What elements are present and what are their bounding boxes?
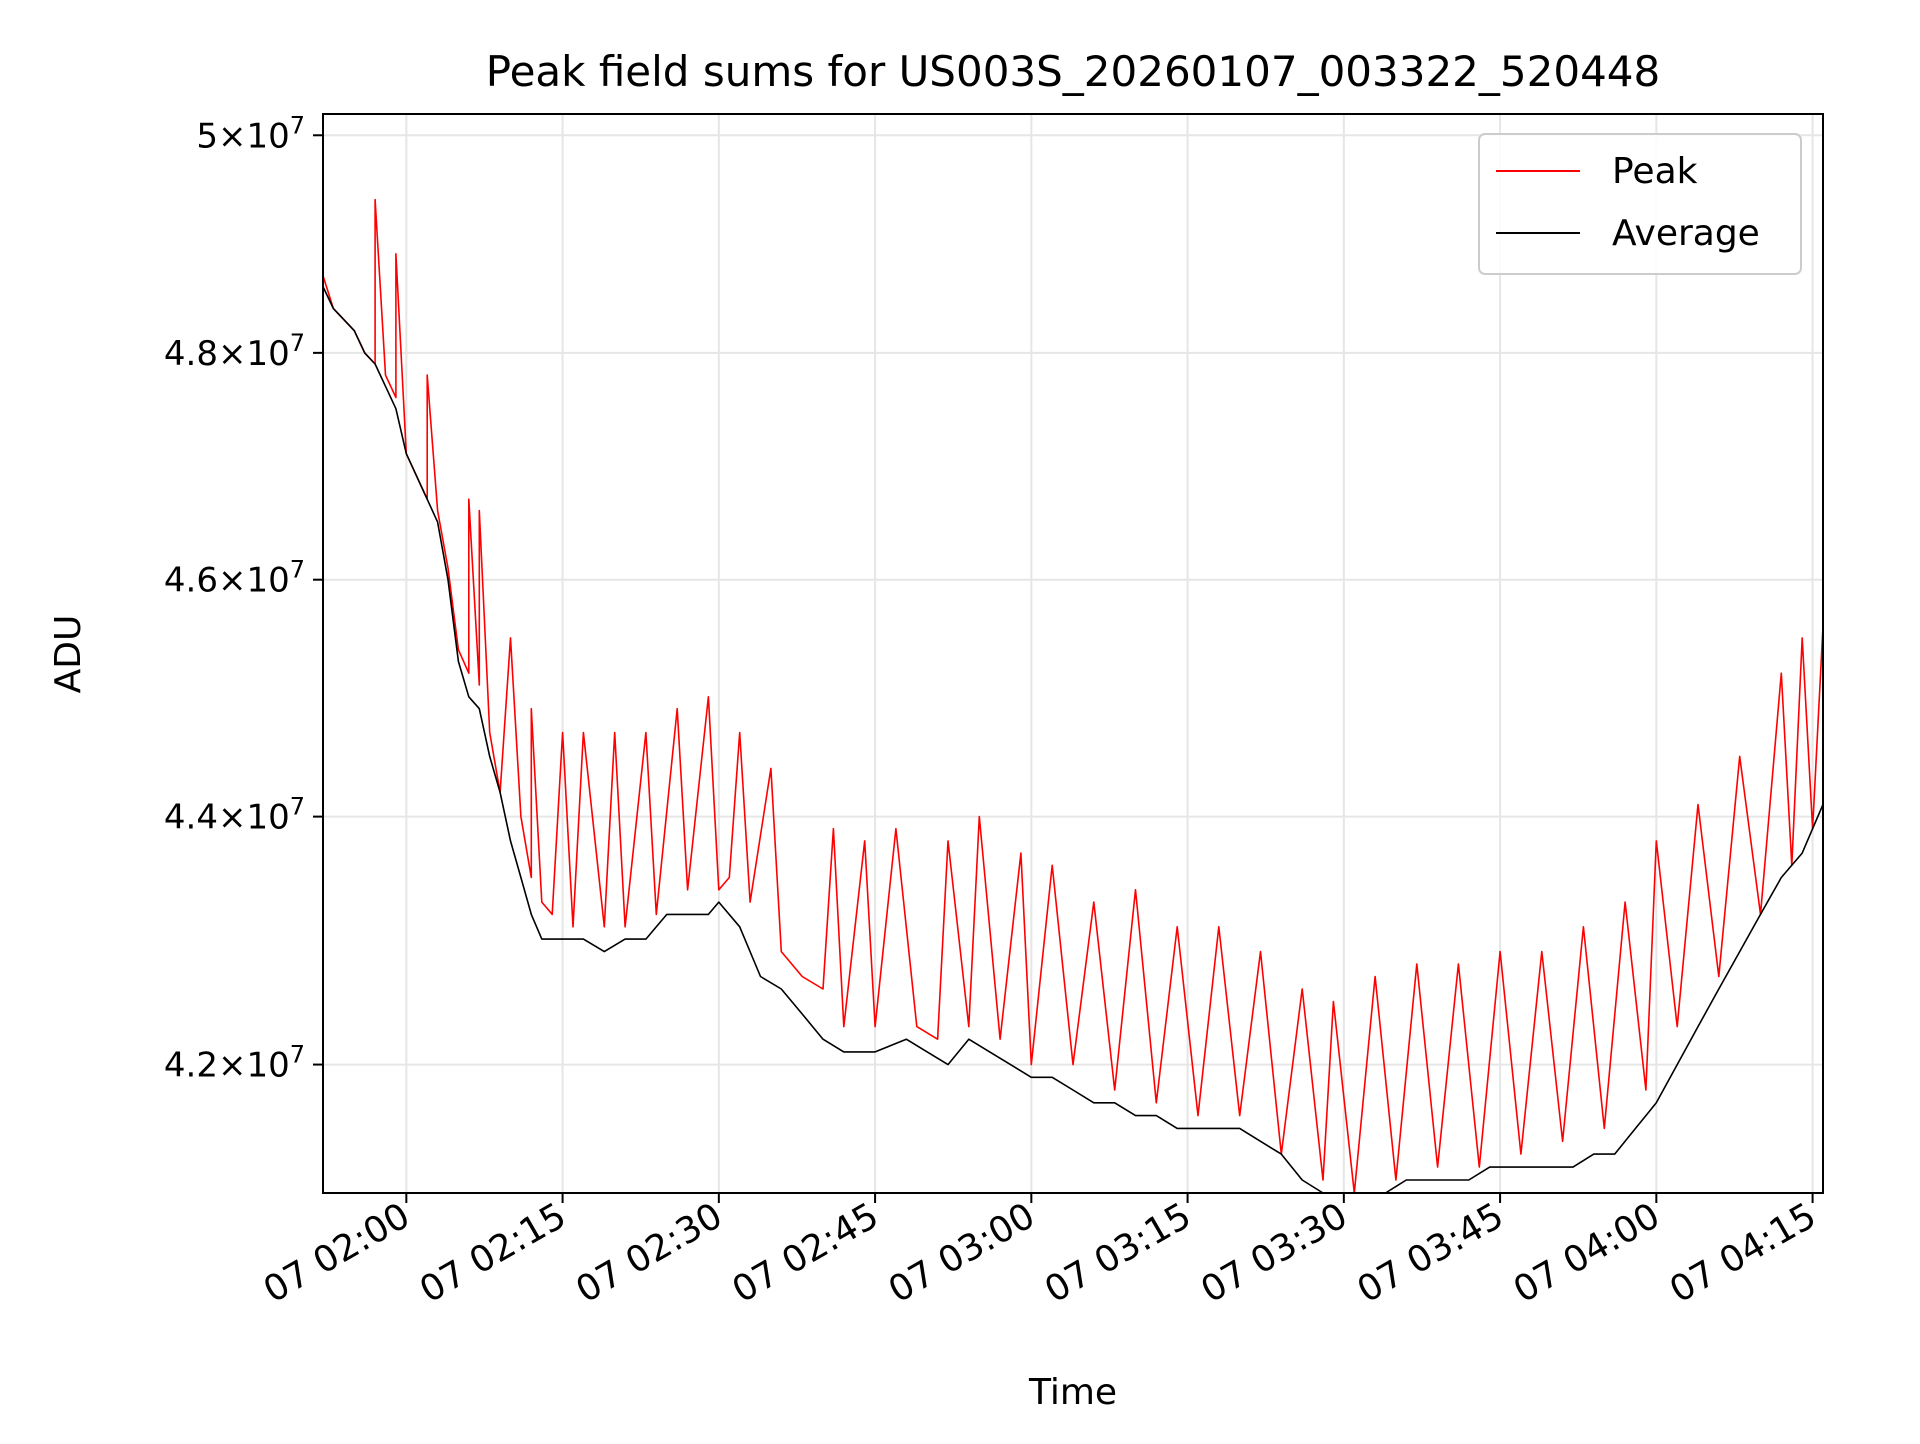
y-tick-exponent: 7 xyxy=(290,556,305,584)
legend-box xyxy=(1478,133,1802,275)
y-tick-base: 10 xyxy=(246,334,289,374)
y-tick-label: 5×107 xyxy=(196,111,305,156)
y-tick-mantissa: 4.6 xyxy=(164,561,218,601)
y-tick-label: 4.2×107 xyxy=(164,1041,305,1086)
y-tick-exponent: 7 xyxy=(290,1041,305,1069)
y-tick-times: × xyxy=(218,334,247,374)
y-tick-times: × xyxy=(218,116,247,156)
plot-frame xyxy=(322,113,1824,1194)
y-tick-base: 10 xyxy=(246,116,289,156)
series-line-peak xyxy=(322,114,1824,1194)
legend-label-average: Average xyxy=(1612,213,1760,254)
y-tick-mantissa: 5 xyxy=(196,116,218,156)
y-tick-exponent: 7 xyxy=(290,111,305,139)
y-axis-label: ADU xyxy=(48,615,89,694)
y-tick-times: × xyxy=(218,561,247,601)
series-line-average xyxy=(322,286,1824,1194)
y-tick-mantissa: 4.4 xyxy=(164,798,218,838)
y-tick-label: 4.6×107 xyxy=(164,556,305,601)
y-tick-times: × xyxy=(218,1046,247,1086)
y-tick-label: 4.8×107 xyxy=(164,329,305,374)
y-tick-mantissa: 4.2 xyxy=(164,1046,218,1086)
y-tick-mantissa: 4.8 xyxy=(164,334,218,374)
legend: Peak Average xyxy=(1478,133,1802,275)
y-tick-base: 10 xyxy=(246,1046,289,1086)
y-tick-label: 4.4×107 xyxy=(164,793,305,838)
y-tick-exponent: 7 xyxy=(290,329,305,357)
legend-label-peak: Peak xyxy=(1612,151,1698,192)
y-tick-exponent: 7 xyxy=(290,793,305,821)
x-axis-label: Time xyxy=(1028,1372,1117,1413)
y-tick-times: × xyxy=(218,798,247,838)
y-tick-base: 10 xyxy=(246,561,289,601)
series-lines xyxy=(322,114,1824,1194)
chart-title: Peak field sums for US003S_20260107_0033… xyxy=(486,47,1660,96)
y-tick-base: 10 xyxy=(246,798,289,838)
